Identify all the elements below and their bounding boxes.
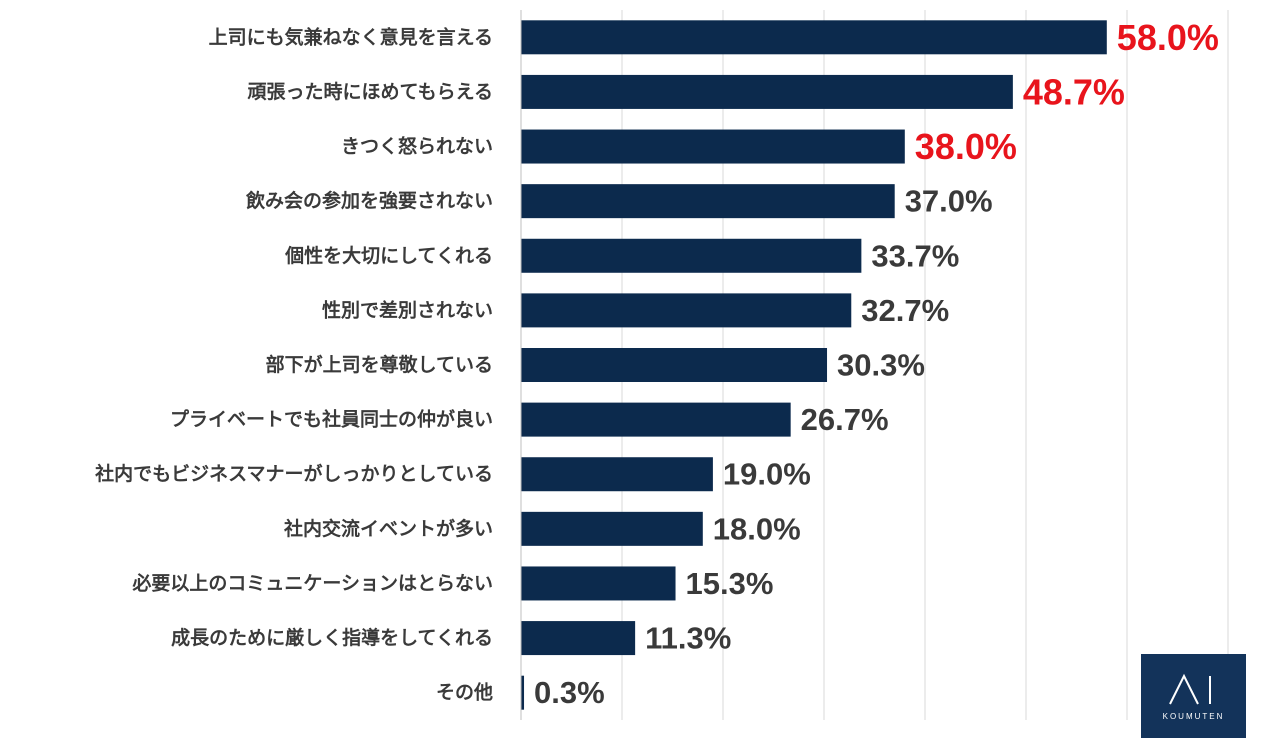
bar	[521, 184, 895, 219]
category-label: その他	[436, 681, 493, 704]
value-label: 48.7%	[1023, 71, 1125, 112]
category-label: 成長のために厳しく指導をしてくれる	[171, 626, 493, 649]
value-label: 38.0%	[915, 126, 1017, 167]
value-label: 58.0%	[1117, 17, 1219, 58]
value-label: 0.3%	[534, 675, 605, 710]
value-label: 26.7%	[801, 402, 889, 437]
category-label: 上司にも気兼ねなく意見を言える	[209, 25, 493, 48]
category-label: 個性を大切にしてくれる	[284, 244, 493, 267]
bar	[521, 511, 703, 546]
bar	[521, 293, 852, 328]
value-label: 32.7%	[861, 293, 949, 328]
bars	[521, 20, 1107, 710]
value-label: 18.0%	[713, 511, 801, 546]
category-label: 部下が上司を尊敬している	[266, 353, 493, 376]
bar	[521, 402, 791, 437]
bar	[521, 457, 713, 492]
bar	[521, 20, 1107, 55]
category-label: 性別で差別されない	[322, 298, 493, 321]
bar	[521, 238, 862, 273]
value-labels: 58.0% 48.7%38.0% 37.0% 33.7% 32.7% 30.3% 26.7%…	[534, 17, 1219, 710]
category-label: 飲み会の参加を強要されない	[245, 189, 493, 212]
koumuten-logo: KOUMUTEN	[1141, 654, 1246, 738]
category-label: 社内でもビジネスマナーがしっかりとしている	[94, 462, 493, 485]
value-label: 19.0%	[723, 457, 811, 492]
bar	[521, 74, 1013, 109]
category-label: 必要以上のコミュニケーションはとらない	[131, 571, 493, 594]
value-label: 30.3%	[837, 348, 925, 383]
bar	[521, 566, 676, 601]
category-label: 社内交流イベントが多い	[283, 517, 493, 540]
bar	[521, 675, 525, 710]
category-labels: 上司にも気兼ねなく意見を言える頑張った時にほめてもらえるきつく怒られない飲み会の…	[94, 25, 493, 703]
value-label: 37.0%	[905, 184, 993, 219]
category-label: 頑張った時にほめてもらえる	[247, 81, 493, 103]
bar	[521, 348, 828, 382]
category-label: きつく怒られない	[341, 135, 493, 158]
bar	[521, 621, 636, 656]
value-label: 15.3%	[686, 566, 774, 601]
value-label: 33.7%	[871, 238, 959, 273]
value-label: 11.3%	[645, 621, 731, 656]
logo-mark-icon	[1168, 673, 1211, 704]
logo-text: KOUMUTEN	[1162, 711, 1225, 721]
category-label: プライベートでも社員同士の仲が良い	[170, 408, 493, 431]
bar	[521, 129, 905, 164]
